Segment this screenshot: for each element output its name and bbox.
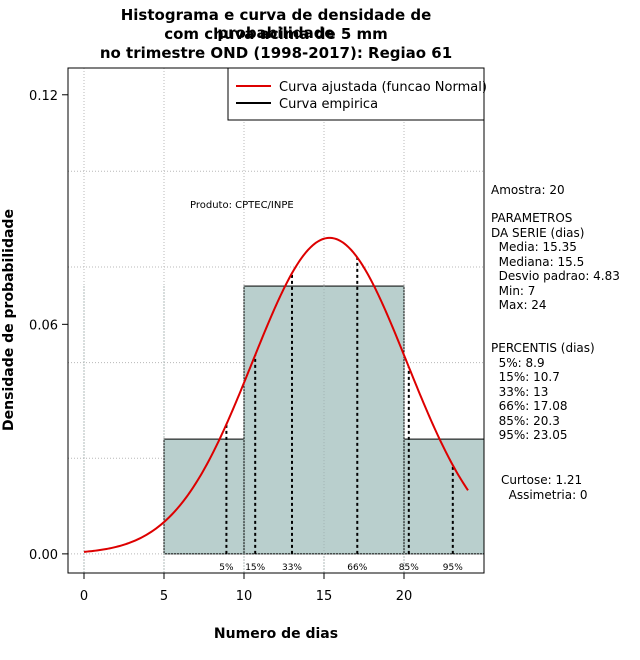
percentile-label: 66% — [347, 563, 367, 573]
x-tick-label: 5 — [160, 589, 168, 604]
legend-label-fitted: Curva ajustada (funcao Normal) — [279, 80, 487, 95]
x-tick-label: 10 — [236, 589, 253, 604]
kurtosis-skewness: Curtose: 1.21 Assimetria: 0 — [501, 473, 588, 502]
histogram-bar — [163, 438, 245, 555]
legend-label-empirical: Curva empirica — [279, 97, 378, 112]
percentile-label: 33% — [282, 563, 302, 573]
normal-curve — [83, 236, 469, 553]
chart-title: Histograma e curva de densidade de proba… — [120, 6, 432, 42]
x-tick-label: 15 — [316, 589, 333, 604]
normal-curve-layer — [83, 236, 469, 553]
percentile-label: 5% — [219, 563, 234, 573]
sample-size: Amostra: 20 — [491, 183, 565, 197]
histogram-bar — [403, 438, 485, 555]
percentile-label: 95% — [443, 563, 463, 573]
chart-title-line-3: no trimestre OND (1998-2017): Regiao 61 — [99, 44, 453, 62]
y-tick-label: 0.00 — [29, 548, 58, 563]
x-tick-label: 0 — [80, 589, 88, 604]
histogram-bars — [83, 285, 485, 573]
product-annotation: Produto: CPTEC/INPE — [190, 200, 294, 211]
percentile-label: 15% — [245, 563, 265, 573]
y-tick-label: 0.06 — [29, 318, 58, 333]
x-tick-label: 20 — [396, 589, 413, 604]
histogram-bar — [243, 285, 405, 555]
percentiles-list: PERCENTIS (dias) 5%: 8.9 15%: 10.7 33%: … — [491, 341, 595, 442]
percentile-label: 85% — [399, 563, 419, 573]
legend: Curva ajustada (funcao Normal) Curva emp… — [227, 67, 487, 121]
axes: 0 5 10 15 20 0.00 0.06 0.12 — [29, 89, 412, 604]
chart-title-line-2: com chuva acima de 5 mm — [164, 25, 388, 43]
x-axis-label: Numero de dias — [214, 626, 338, 642]
legend-box — [227, 67, 485, 121]
y-tick-label: 0.12 — [29, 89, 58, 104]
y-axis-label: Densidade de probabilidade — [1, 209, 17, 431]
series-parameters: PARAMETROS DA SERIE (dias) Media: 15.35 … — [491, 211, 620, 312]
percentile-lines: 5% 15% 33% 66% 85% 95% — [219, 257, 463, 573]
